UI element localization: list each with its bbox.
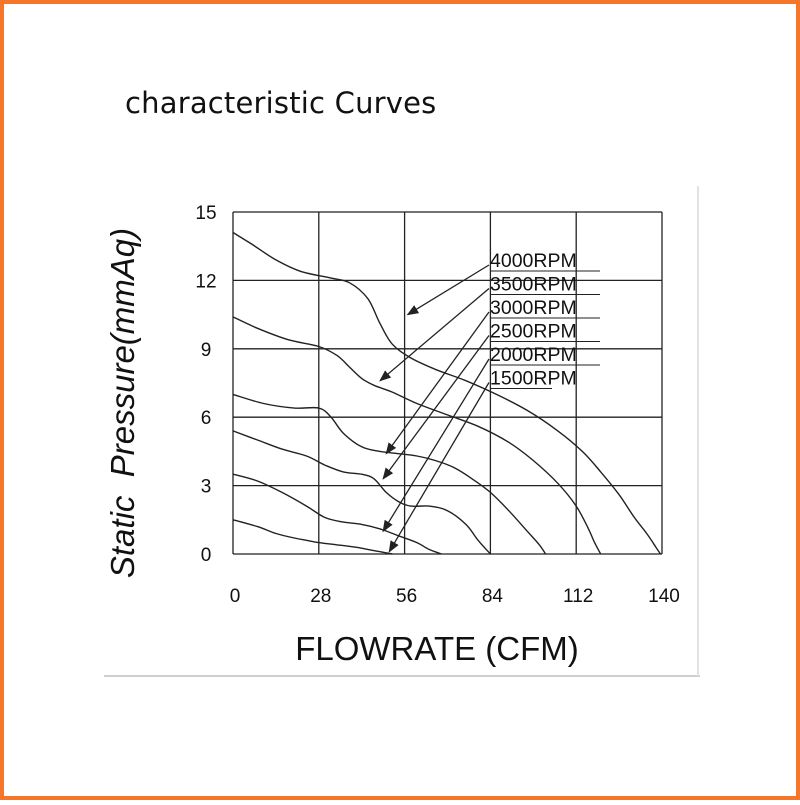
arrow-3000rpm [385,311,490,455]
y-tick-label-4: 12 [195,271,216,292]
legend-label-3000rpm: 3000RPM [490,297,577,319]
curve-3500rpm [232,316,602,555]
tick-labels: 0 28 56 84 112 140 0 3 6 9 12 15 [195,203,679,607]
y-tick-label-1: 3 [201,477,212,498]
arrow-3500rpm [379,288,490,382]
page-title: characteristic Curves [125,86,437,120]
x-tick-label-2: 56 [396,586,417,607]
x-tick-label-0: 0 [230,586,241,607]
y-tick-label-5: 15 [195,203,216,224]
legend-arrows [379,264,490,553]
legend-label-2000rpm: 2000RPM [490,344,577,366]
y-tick-label-2: 6 [201,408,212,429]
x-tick-label-5: 140 [648,586,680,607]
curve-3000rpm [232,393,547,555]
x-axis-label: FLOWRATE (CFM) [295,630,579,667]
curve-series [232,231,662,555]
y-tick-label-3: 9 [201,340,212,361]
curve-4000rpm [232,231,662,555]
legend-label-2500rpm: 2500RPM [490,321,577,343]
x-tick-label-4: 112 [563,586,593,607]
y-axis-label: Static Pressure(mmAq) [104,228,141,578]
y-tick-label-0: 0 [201,545,212,566]
curve-2500rpm [232,430,491,555]
x-tick-label-1: 28 [310,586,331,607]
arrow-4000rpm [406,264,490,316]
legend-label-1500rpm: 1500RPM [490,368,577,390]
arrow-1500rpm [388,382,490,553]
legend: 4000RPM3500RPM3000RPM2500RPM2000RPM1500R… [490,250,600,390]
curve-1500rpm [232,519,393,555]
arrow-2000rpm [382,358,490,533]
grid [232,211,663,555]
legend-label-3500rpm: 3500RPM [490,274,577,296]
legend-label-4000rpm: 4000RPM [490,250,577,272]
curve-2000rpm [232,473,442,555]
x-tick-label-3: 84 [482,586,504,607]
arrow-2500rpm [382,335,490,480]
